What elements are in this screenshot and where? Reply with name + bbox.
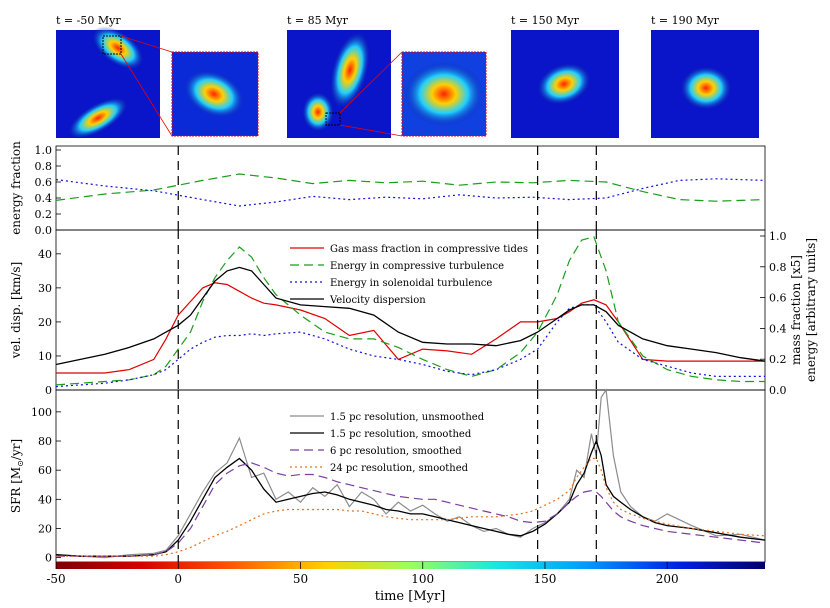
galaxy-blob [536, 62, 592, 106]
y-tick-label: 0 [45, 552, 52, 565]
series-line-sol [55, 178, 766, 207]
galaxy-blob [329, 31, 371, 109]
series-line-unsmoothed [55, 388, 766, 559]
y-tick-label: 40 [38, 248, 52, 261]
x-tick-label: 200 [656, 572, 679, 586]
y-tick-label: 0.6 [35, 176, 53, 189]
sfr-label-head: SFR [M [9, 467, 23, 513]
zoom-connector [339, 51, 403, 114]
zoom-connector [120, 35, 173, 53]
snapshot-panel-1: t = -50 Myr [56, 14, 259, 139]
snapshot-label: t = 85 Myr [287, 14, 349, 27]
y-tick-label: 0.8 [35, 160, 53, 173]
x-tick-label: -50 [46, 572, 65, 586]
x-tick-label: 0 [174, 572, 182, 586]
y-tick-label: 20 [38, 523, 52, 536]
galaxy-blob [302, 92, 334, 132]
event-markers [177, 230, 597, 390]
series-group [55, 236, 766, 388]
legend-label-p24: 24 pc resolution, smoothed [330, 463, 469, 474]
y-tick-label: 1.0 [35, 144, 53, 157]
zoom-box [325, 112, 341, 126]
snapshot-label: t = 190 Myr [651, 14, 720, 27]
x-tick-label: 100 [411, 572, 434, 586]
right-tick-label: 0.8 [769, 261, 787, 274]
series-line-sol [55, 304, 765, 388]
legend-label-tides: Gas mass fraction in compressive tides [330, 244, 528, 255]
right-axis-label: energy [arbitrary units] [804, 238, 818, 382]
right-tick-label: 0.6 [769, 292, 787, 305]
y-tick-label: 0 [45, 384, 52, 397]
event-markers [177, 146, 597, 230]
x-tick-label: 50 [293, 572, 308, 586]
snapshot-panel-3: t = 150 Myr [511, 14, 619, 138]
legend: Gas mass fraction in compressive tides En… [290, 244, 528, 306]
series-line-tides [56, 282, 765, 374]
legend-label-sol: Energy in solenoidal turbulence [330, 278, 492, 289]
y-tick-label: 10 [38, 350, 52, 363]
event-markers [177, 390, 597, 562]
series-group [55, 173, 766, 207]
sfr-panel: SFR [M⊙/yr] 0 20 40 60 80 100 1.5 pc resoluti… [9, 388, 766, 565]
galaxy-blob [91, 26, 145, 70]
series-line-disp [55, 266, 766, 366]
series-line-smoothed [55, 439, 766, 557]
y-tick-label: 0.4 [35, 192, 53, 205]
right-tick-label: 0.4 [769, 322, 787, 335]
series-line-comp [55, 236, 765, 386]
snapshot-panel-4: t = 190 Myr [651, 14, 759, 138]
y-tick-label: 80 [38, 435, 52, 448]
snapshot-label: t = -50 Myr [56, 14, 121, 27]
y-axis-label: SFR [M⊙/yr] [9, 439, 25, 513]
right-tick-label: 0.2 [769, 353, 787, 366]
series-line-comp [55, 173, 766, 202]
right-tick-label: 1.0 [769, 230, 787, 243]
y-ticks: 0 20 40 60 80 100 [31, 406, 61, 565]
sfr-label-tail: /yr] [9, 439, 23, 460]
y-ticks: 0.0 0.2 0.4 0.6 0.8 1.0 [35, 144, 61, 237]
y-tick-label: 60 [38, 464, 52, 477]
galaxy-blob [680, 66, 732, 110]
right-tick-label: 0.0 [769, 384, 787, 397]
legend-label-smoothed: 1.5 pc resolution, smoothed [330, 429, 472, 440]
panel-frame [55, 145, 766, 231]
legend-label-comp: Energy in compressive turbulence [330, 261, 504, 272]
x-tick-label: 150 [534, 572, 557, 586]
legend-label-p6: 6 pc resolution, smoothed [330, 446, 462, 457]
galaxy-blob [183, 69, 245, 119]
legend: 1.5 pc resolution, unsmoothed 1.5 pc reso… [290, 412, 485, 474]
zoom-box [102, 35, 122, 55]
y-ticks: 0 10 20 30 40 0.0 0.2 0.4 0.6 0.8 1.0 [38, 230, 787, 397]
y-tick-label: 40 [38, 493, 52, 506]
series-line-p24 [56, 457, 766, 557]
y-tick-label: 100 [31, 406, 52, 419]
velocity-dispersion-panel: vel. disp. [km/s] mass fraction [x5] ene… [9, 229, 818, 397]
zoom-connector [120, 53, 173, 137]
series-group [55, 388, 766, 559]
y-tick-label: 30 [38, 282, 52, 295]
x-ticks: -50 0 50 100 150 200 [46, 562, 679, 586]
y-tick-label: 20 [38, 316, 52, 329]
series-line-p6 [56, 462, 766, 557]
sfr-label-sub: ⊙ [16, 460, 25, 467]
y-axis-label: energy fraction [9, 141, 23, 235]
galaxy-blob [67, 97, 129, 139]
snapshot-panel-2: t = 85 Myr [287, 14, 487, 138]
x-axis-label: time [Myr] [375, 589, 446, 604]
snapshot-label: t = 150 Myr [511, 14, 580, 27]
legend-label-disp: Velocity dispersion [329, 295, 426, 306]
time-colorbar [56, 562, 765, 569]
y-tick-label: 0.2 [35, 208, 53, 221]
right-axis-label: mass fraction [x5] [789, 255, 803, 365]
legend-label-unsmoothed: 1.5 pc resolution, unsmoothed [330, 412, 485, 423]
energy-fraction-panel: energy fraction 0.0 0.2 0.4 0.6 0.8 1.0 [9, 141, 766, 237]
galaxy-blob [404, 62, 484, 126]
y-tick-label: 0.0 [35, 224, 53, 237]
y-axis-label: vel. disp. [km/s] [9, 262, 23, 360]
zoom-connector [339, 124, 403, 137]
